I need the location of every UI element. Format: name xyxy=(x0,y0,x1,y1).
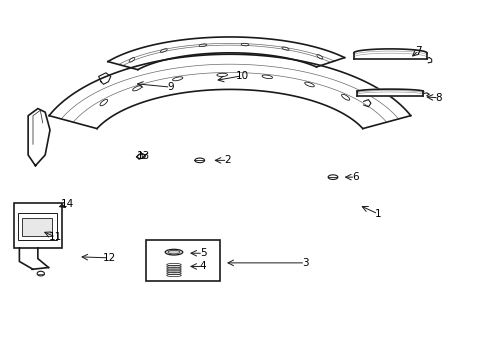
Text: 2: 2 xyxy=(224,156,230,165)
Text: 5: 5 xyxy=(200,248,206,258)
Text: 13: 13 xyxy=(137,151,150,161)
Polygon shape xyxy=(28,109,50,166)
Polygon shape xyxy=(353,49,426,59)
Text: 6: 6 xyxy=(351,172,358,182)
Polygon shape xyxy=(49,54,410,129)
Polygon shape xyxy=(108,37,344,70)
Text: 10: 10 xyxy=(236,71,248,81)
Polygon shape xyxy=(357,89,423,96)
Text: 14: 14 xyxy=(61,199,74,209)
Bar xyxy=(14,203,62,248)
Text: 4: 4 xyxy=(200,261,206,271)
Ellipse shape xyxy=(167,250,180,254)
Text: 12: 12 xyxy=(102,253,116,263)
Text: 11: 11 xyxy=(49,232,62,242)
Text: 1: 1 xyxy=(374,209,381,219)
Text: 9: 9 xyxy=(167,82,174,92)
Polygon shape xyxy=(426,58,431,63)
Text: 3: 3 xyxy=(302,258,308,268)
Text: 8: 8 xyxy=(435,93,442,103)
Polygon shape xyxy=(99,73,111,84)
Bar xyxy=(146,240,220,281)
Text: 7: 7 xyxy=(414,46,421,56)
Bar xyxy=(19,212,57,240)
Bar xyxy=(22,217,52,237)
